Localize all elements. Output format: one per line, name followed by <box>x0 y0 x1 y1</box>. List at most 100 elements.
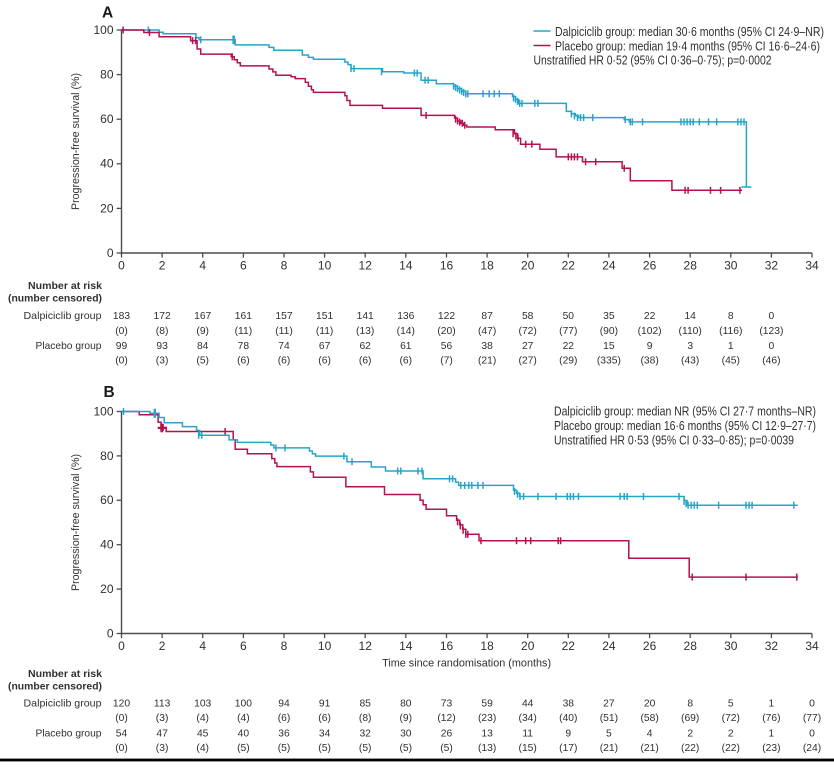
svg-text:Progression-free survival (%): Progression-free survival (%) <box>70 454 82 591</box>
svg-text:56: 56 <box>441 341 453 352</box>
svg-text:(58): (58) <box>640 713 658 724</box>
svg-text:(6): (6) <box>359 356 372 367</box>
svg-text:60: 60 <box>100 493 114 507</box>
svg-text:Dalpiciclib group: Dalpiciclib group <box>24 698 102 710</box>
svg-text:74: 74 <box>278 341 290 352</box>
svg-text:(11): (11) <box>316 326 334 337</box>
svg-text:32: 32 <box>765 639 779 653</box>
svg-text:9: 9 <box>565 729 571 740</box>
svg-text:1: 1 <box>769 729 775 740</box>
svg-text:(4): (4) <box>237 713 250 724</box>
svg-text:(17): (17) <box>559 743 577 754</box>
svg-text:(12): (12) <box>437 713 455 724</box>
svg-text:113: 113 <box>154 699 171 710</box>
svg-text:22: 22 <box>563 341 575 352</box>
svg-text:0: 0 <box>107 246 114 260</box>
svg-text:3: 3 <box>687 341 693 352</box>
svg-text:(6): (6) <box>318 356 331 367</box>
svg-text:(5): (5) <box>196 356 209 367</box>
svg-text:(3): (3) <box>156 743 169 754</box>
svg-text:16: 16 <box>440 639 454 653</box>
svg-text:26: 26 <box>643 639 657 653</box>
svg-text:12: 12 <box>359 639 373 653</box>
svg-text:44: 44 <box>522 699 534 710</box>
svg-text:(51): (51) <box>600 713 618 724</box>
svg-text:(90): (90) <box>600 326 618 337</box>
svg-text:Number at risk: Number at risk <box>28 280 102 292</box>
svg-text:(24): (24) <box>803 743 821 754</box>
svg-text:26: 26 <box>643 259 657 273</box>
svg-text:(47): (47) <box>478 326 496 337</box>
svg-text:151: 151 <box>316 311 333 322</box>
svg-text:91: 91 <box>319 699 331 710</box>
svg-text:32: 32 <box>765 259 779 273</box>
svg-text:73: 73 <box>441 699 453 710</box>
svg-text:28: 28 <box>684 259 698 273</box>
svg-text:(14): (14) <box>397 326 415 337</box>
svg-text:20: 20 <box>100 582 114 596</box>
svg-text:Placebo group: median 19·4 mon: Placebo group: median 19·4 months (95% C… <box>555 39 820 53</box>
svg-text:172: 172 <box>154 311 171 322</box>
svg-text:183: 183 <box>113 311 130 322</box>
svg-text:(15): (15) <box>519 743 537 754</box>
svg-text:120: 120 <box>113 699 130 710</box>
svg-text:38: 38 <box>481 341 493 352</box>
svg-text:22: 22 <box>562 639 576 653</box>
svg-text:(4): (4) <box>196 743 209 754</box>
svg-text:4: 4 <box>647 729 653 740</box>
svg-text:(77): (77) <box>559 326 577 337</box>
svg-text:(116): (116) <box>719 326 742 337</box>
svg-text:20: 20 <box>644 699 656 710</box>
svg-text:22: 22 <box>562 259 576 273</box>
svg-text:(29): (29) <box>559 356 577 367</box>
svg-text:1: 1 <box>769 699 775 710</box>
svg-text:2: 2 <box>687 729 693 740</box>
svg-text:(43): (43) <box>681 356 699 367</box>
svg-text:(8): (8) <box>359 713 372 724</box>
svg-text:35: 35 <box>603 311 615 322</box>
svg-text:(22): (22) <box>681 743 699 754</box>
svg-text:30: 30 <box>400 729 412 740</box>
svg-text:34: 34 <box>805 639 819 653</box>
svg-text:8: 8 <box>687 699 693 710</box>
svg-text:27: 27 <box>522 341 534 352</box>
svg-text:Time since randomisation (mont: Time since randomisation (months) <box>382 658 551 670</box>
svg-text:Dalpiciclib group: median NR (: Dalpiciclib group: median NR (95% CI 27·… <box>554 405 816 419</box>
svg-text:(72): (72) <box>519 326 537 337</box>
svg-text:(69): (69) <box>681 713 699 724</box>
svg-text:27: 27 <box>603 699 615 710</box>
svg-text:(13): (13) <box>356 326 374 337</box>
svg-text:(27): (27) <box>519 356 537 367</box>
svg-text:(5): (5) <box>237 743 250 754</box>
svg-text:10: 10 <box>318 259 332 273</box>
svg-text:(38): (38) <box>640 356 658 367</box>
svg-text:50: 50 <box>563 311 575 322</box>
svg-text:4: 4 <box>199 259 206 273</box>
svg-text:161: 161 <box>235 311 252 322</box>
svg-text:11: 11 <box>522 729 533 740</box>
svg-text:2: 2 <box>159 259 166 273</box>
svg-text:(45): (45) <box>722 356 740 367</box>
svg-text:87: 87 <box>481 311 493 322</box>
svg-text:0: 0 <box>769 341 775 352</box>
svg-text:32: 32 <box>359 729 371 740</box>
svg-text:30: 30 <box>724 639 738 653</box>
svg-text:16: 16 <box>440 259 454 273</box>
svg-text:167: 167 <box>194 311 211 322</box>
svg-text:Placebo group: Placebo group <box>36 340 102 352</box>
svg-text:0: 0 <box>118 259 125 273</box>
svg-text:100: 100 <box>93 404 113 418</box>
svg-text:58: 58 <box>522 311 534 322</box>
svg-text:78: 78 <box>238 341 250 352</box>
svg-text:13: 13 <box>481 729 493 740</box>
svg-text:34: 34 <box>805 259 819 273</box>
svg-text:(5): (5) <box>440 743 453 754</box>
svg-text:30: 30 <box>724 259 738 273</box>
svg-text:(72): (72) <box>722 713 740 724</box>
svg-text:(9): (9) <box>196 326 209 337</box>
svg-text:(5): (5) <box>359 743 372 754</box>
svg-text:80: 80 <box>400 699 412 710</box>
svg-text:93: 93 <box>156 341 168 352</box>
svg-text:(number censored): (number censored) <box>8 293 102 305</box>
svg-text:157: 157 <box>275 311 292 322</box>
